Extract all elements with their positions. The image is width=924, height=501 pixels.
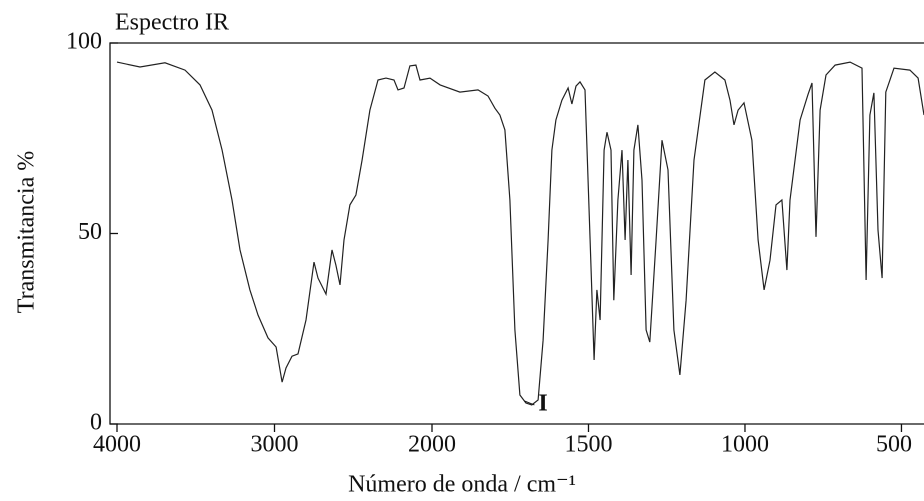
plot-frame: [109, 42, 924, 425]
x-tick-label: 4000: [93, 432, 141, 458]
x-tick-label: 500: [876, 432, 912, 458]
y-tick-label: 100: [66, 29, 102, 55]
x-tick-label: 1500: [564, 432, 612, 458]
y-tick-label: 0: [90, 410, 102, 436]
y-tick-label: 50: [78, 219, 102, 245]
annotation: I: [538, 390, 547, 416]
x-tick-label: 3000: [251, 432, 299, 458]
x-axis-label: Número de onda / cm⁻¹: [348, 472, 576, 498]
annotation-leader: [524, 400, 535, 406]
chart-title: Espectro IR: [115, 10, 229, 36]
x-tick-label: 1000: [721, 432, 769, 458]
y-axis-label: Transmitancia %: [14, 151, 40, 313]
spectrum-line: [116, 61, 924, 406]
x-tick-label: 2000: [408, 432, 456, 458]
